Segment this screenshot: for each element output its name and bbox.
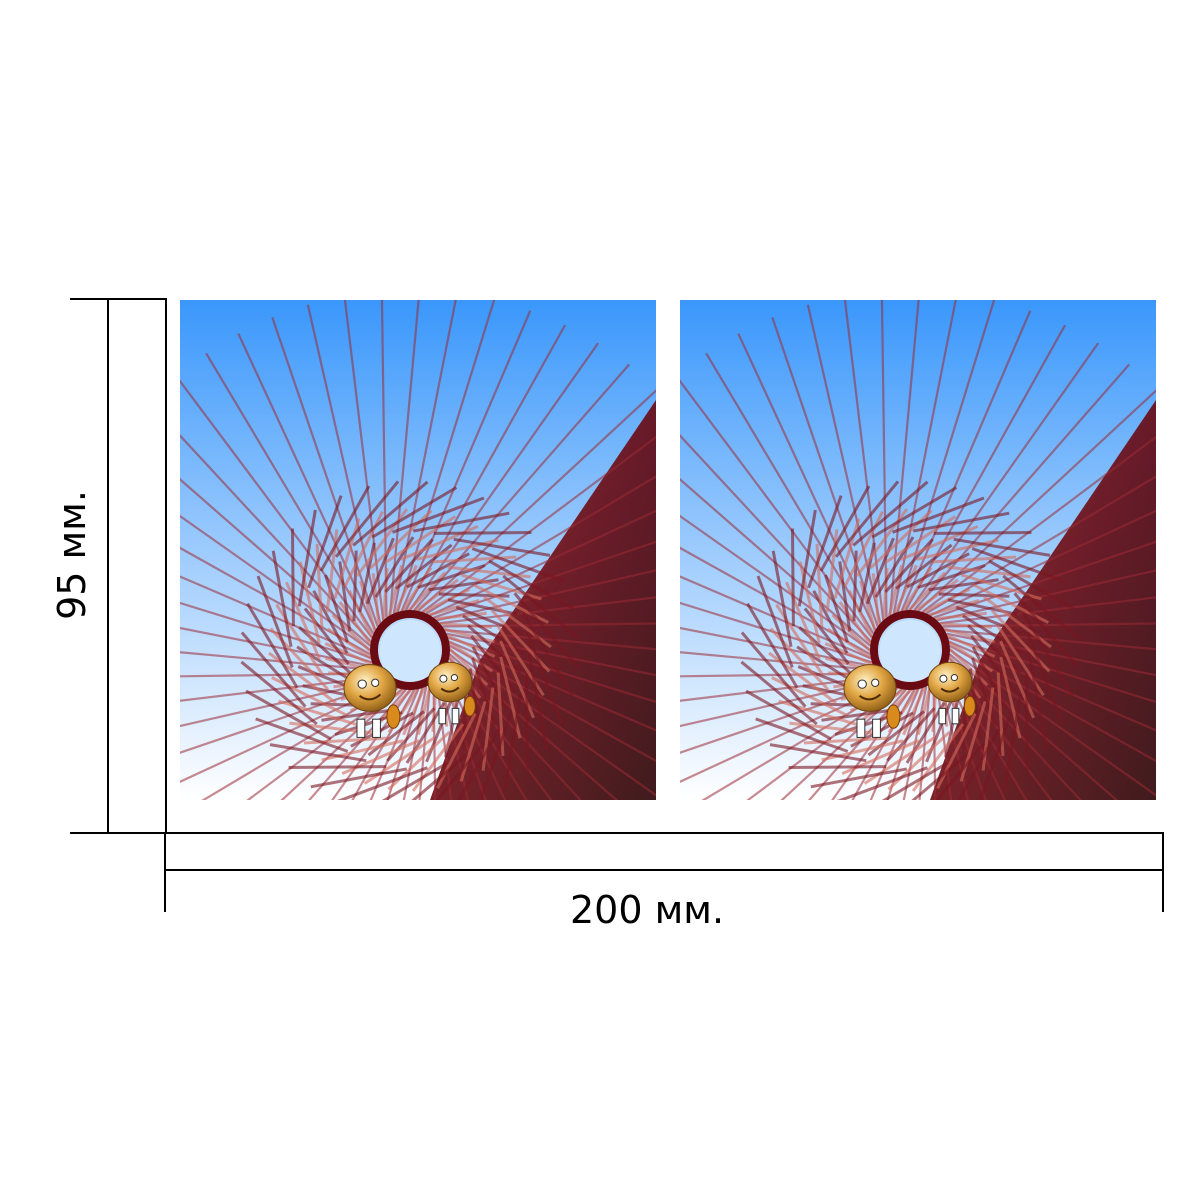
right-panel (680, 300, 1156, 800)
width-dimension-right-tick (1162, 832, 1164, 912)
spiral-artwork (180, 300, 656, 800)
height-dimension-line (107, 298, 109, 834)
width-label: 200 мм. (570, 888, 725, 932)
cartoon-character (927, 661, 976, 725)
height-dimension-edge (165, 298, 167, 834)
width-dimension-left-tick (164, 832, 166, 912)
spiral-rays (180, 300, 656, 800)
left-panel (180, 300, 656, 800)
width-dimension-edge (164, 832, 1164, 834)
cartoon-character (843, 664, 901, 738)
center-hole (880, 620, 940, 680)
width-dimension-line (164, 869, 1164, 871)
spiral-artwork (680, 300, 1156, 800)
center-hole (380, 620, 440, 680)
height-dimension-top-tick (70, 298, 166, 300)
height-dimension-bottom-tick (70, 832, 166, 834)
center-ring (370, 610, 450, 690)
cartoon-character (427, 661, 476, 725)
center-ring (870, 610, 950, 690)
cartoon-character (343, 664, 401, 738)
height-label: 95 мм. (50, 490, 94, 620)
